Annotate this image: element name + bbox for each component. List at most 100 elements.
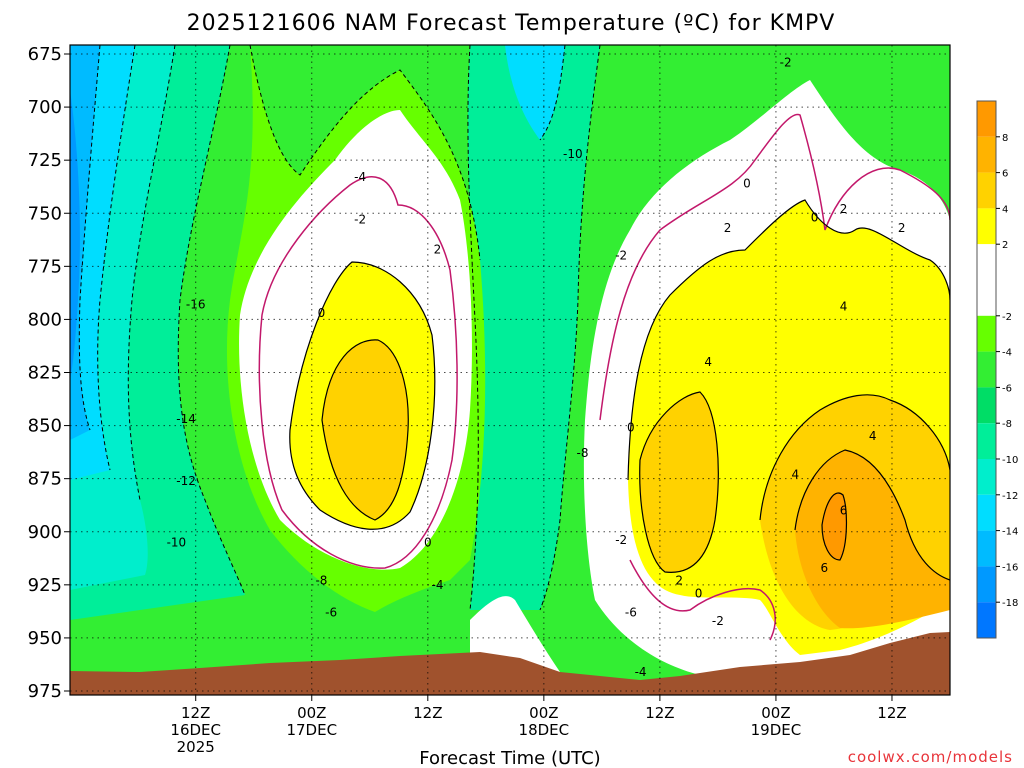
- colorbar-tick-label: -2: [1002, 312, 1012, 323]
- colorbar-bin: [977, 101, 996, 137]
- colorbar-bin: [977, 172, 996, 209]
- contour-label: 4: [791, 467, 799, 481]
- colorbar-tick-label: -8: [1002, 419, 1012, 430]
- colorbar-frame: [976, 100, 997, 639]
- colorbar-tick-label: 4: [1002, 204, 1008, 215]
- contour-label: 4: [869, 429, 877, 443]
- terrain-surface: [70, 632, 950, 695]
- chart-title: 2025121606 NAM Forecast Temperature (ºC)…: [187, 11, 836, 36]
- colorbar-tick-label: 8: [1002, 133, 1008, 144]
- colorbar-bin: [977, 315, 996, 352]
- y-axis: 675 700 725 750 775 800 825 850 875 900 925 950 975: [28, 44, 70, 702]
- contour-label: 6: [820, 561, 828, 575]
- contour-label: -8: [315, 574, 327, 588]
- field-band-4-left: [322, 339, 409, 520]
- y-tick-label: 700: [28, 97, 62, 118]
- y-tick-label: 800: [28, 309, 62, 330]
- y-tick-label: 875: [28, 469, 62, 490]
- y-tick-label: 750: [28, 203, 62, 224]
- x-tick-label: 12Z: [877, 704, 906, 722]
- contour-label: -10: [167, 535, 187, 549]
- contour-label: 0: [627, 421, 635, 435]
- x-tick-label: 18DEC: [519, 721, 570, 739]
- contour-label: 0: [743, 177, 751, 191]
- contour-label: 0: [811, 210, 819, 224]
- colorbar-tick-label: -4: [1002, 348, 1012, 359]
- zero-contours: [258, 113, 950, 641]
- y-tick-label: 725: [28, 150, 62, 171]
- contour-label: -2: [780, 55, 792, 69]
- contour-label: 4: [840, 300, 848, 314]
- x-tick-label: 00Z: [529, 704, 558, 722]
- colorbar-bin: [977, 280, 996, 316]
- x-tick-label: 16DEC: [170, 721, 221, 739]
- contour-label: 0: [318, 306, 326, 320]
- colorbar-bin: [977, 602, 996, 638]
- dashed-contours: [78, 45, 601, 611]
- colorbar-bin: [977, 423, 996, 459]
- contour-label: 4: [704, 355, 712, 369]
- colorbar-bin: [977, 494, 996, 531]
- contour-label: 2: [434, 242, 442, 256]
- contour-label: -16: [186, 298, 206, 312]
- contour-label: 2: [898, 221, 906, 235]
- positive-contours: [289, 199, 950, 581]
- colorbar-bin: [977, 351, 996, 388]
- plot-frame: [69, 44, 951, 696]
- y-tick-label: 825: [28, 363, 62, 384]
- contour-label: -14: [176, 412, 196, 426]
- y-tick-label: 950: [28, 628, 62, 649]
- x-tick-label: 12Z: [413, 704, 442, 722]
- contour-label: 0: [695, 586, 703, 600]
- y-tick-label: 975: [28, 681, 62, 702]
- x-tick-label: 19DEC: [751, 721, 802, 739]
- x-tick-label: 12Z: [181, 704, 210, 722]
- colorbar-bin: [977, 208, 996, 245]
- field-band-minus16: [70, 45, 100, 440]
- colorbar-tick-label: -6: [1002, 383, 1012, 394]
- colorbar-bin: [977, 530, 996, 567]
- x-axis-label: Forecast Time (UTC): [419, 748, 600, 768]
- colorbar-bin: [977, 459, 996, 495]
- contour-label: -4: [431, 578, 443, 592]
- y-tick-label: 675: [28, 44, 62, 65]
- x-tick-label: 12Z: [645, 704, 674, 722]
- contour-label: 6: [840, 504, 848, 518]
- field-band-minus10-mid: [467, 45, 600, 610]
- colorbar-tick-label: -10: [1002, 455, 1018, 466]
- contour-label: -2: [712, 614, 724, 628]
- contour-label: -6: [325, 605, 337, 619]
- colorbar-bin: [977, 244, 996, 280]
- contour-label: -2: [615, 533, 627, 547]
- field-band-minus18: [70, 90, 80, 380]
- contour-label: -8: [577, 446, 589, 460]
- grid-lines: [70, 45, 950, 695]
- contour-label: -4: [635, 665, 647, 679]
- colorbar-tick-label: -14: [1002, 527, 1018, 538]
- x-tick-label: 2025: [177, 738, 215, 756]
- contour-label: -2: [615, 249, 627, 263]
- field-band-8-right: [822, 493, 847, 560]
- contour-labels: -16-14-12-10-8-6-4-2020-4-10-2-8-2-6-402…: [167, 55, 906, 678]
- plot-area: [70, 45, 950, 695]
- contour-label: 0: [424, 535, 432, 549]
- colorbar-bin: [977, 136, 996, 173]
- colorbar-tick-label: 6: [1002, 169, 1008, 180]
- y-tick-label: 850: [28, 416, 62, 437]
- credit-text: coolwx.com/models: [848, 748, 1013, 766]
- contour-label: -6: [625, 605, 637, 619]
- contour-label: -2: [354, 213, 366, 227]
- x-tick-label: 00Z: [761, 704, 790, 722]
- colorbar-tick-label: 2: [1002, 240, 1008, 251]
- field-band-minus12-mid: [505, 45, 565, 140]
- colorbar-tick-label: -18: [1002, 598, 1018, 609]
- colorbar-tick-label: -16: [1002, 562, 1018, 573]
- contour-label: 2: [840, 202, 848, 216]
- y-tick-label: 775: [28, 256, 62, 277]
- colorbar-tick-label: -12: [1002, 491, 1018, 502]
- x-tick-label: 17DEC: [286, 721, 337, 739]
- contour-label: -12: [176, 474, 196, 488]
- colorbar: 8 6 4 2 -2 -4 -6 -8 -10 -12 -14 -16 -18: [976, 100, 1018, 639]
